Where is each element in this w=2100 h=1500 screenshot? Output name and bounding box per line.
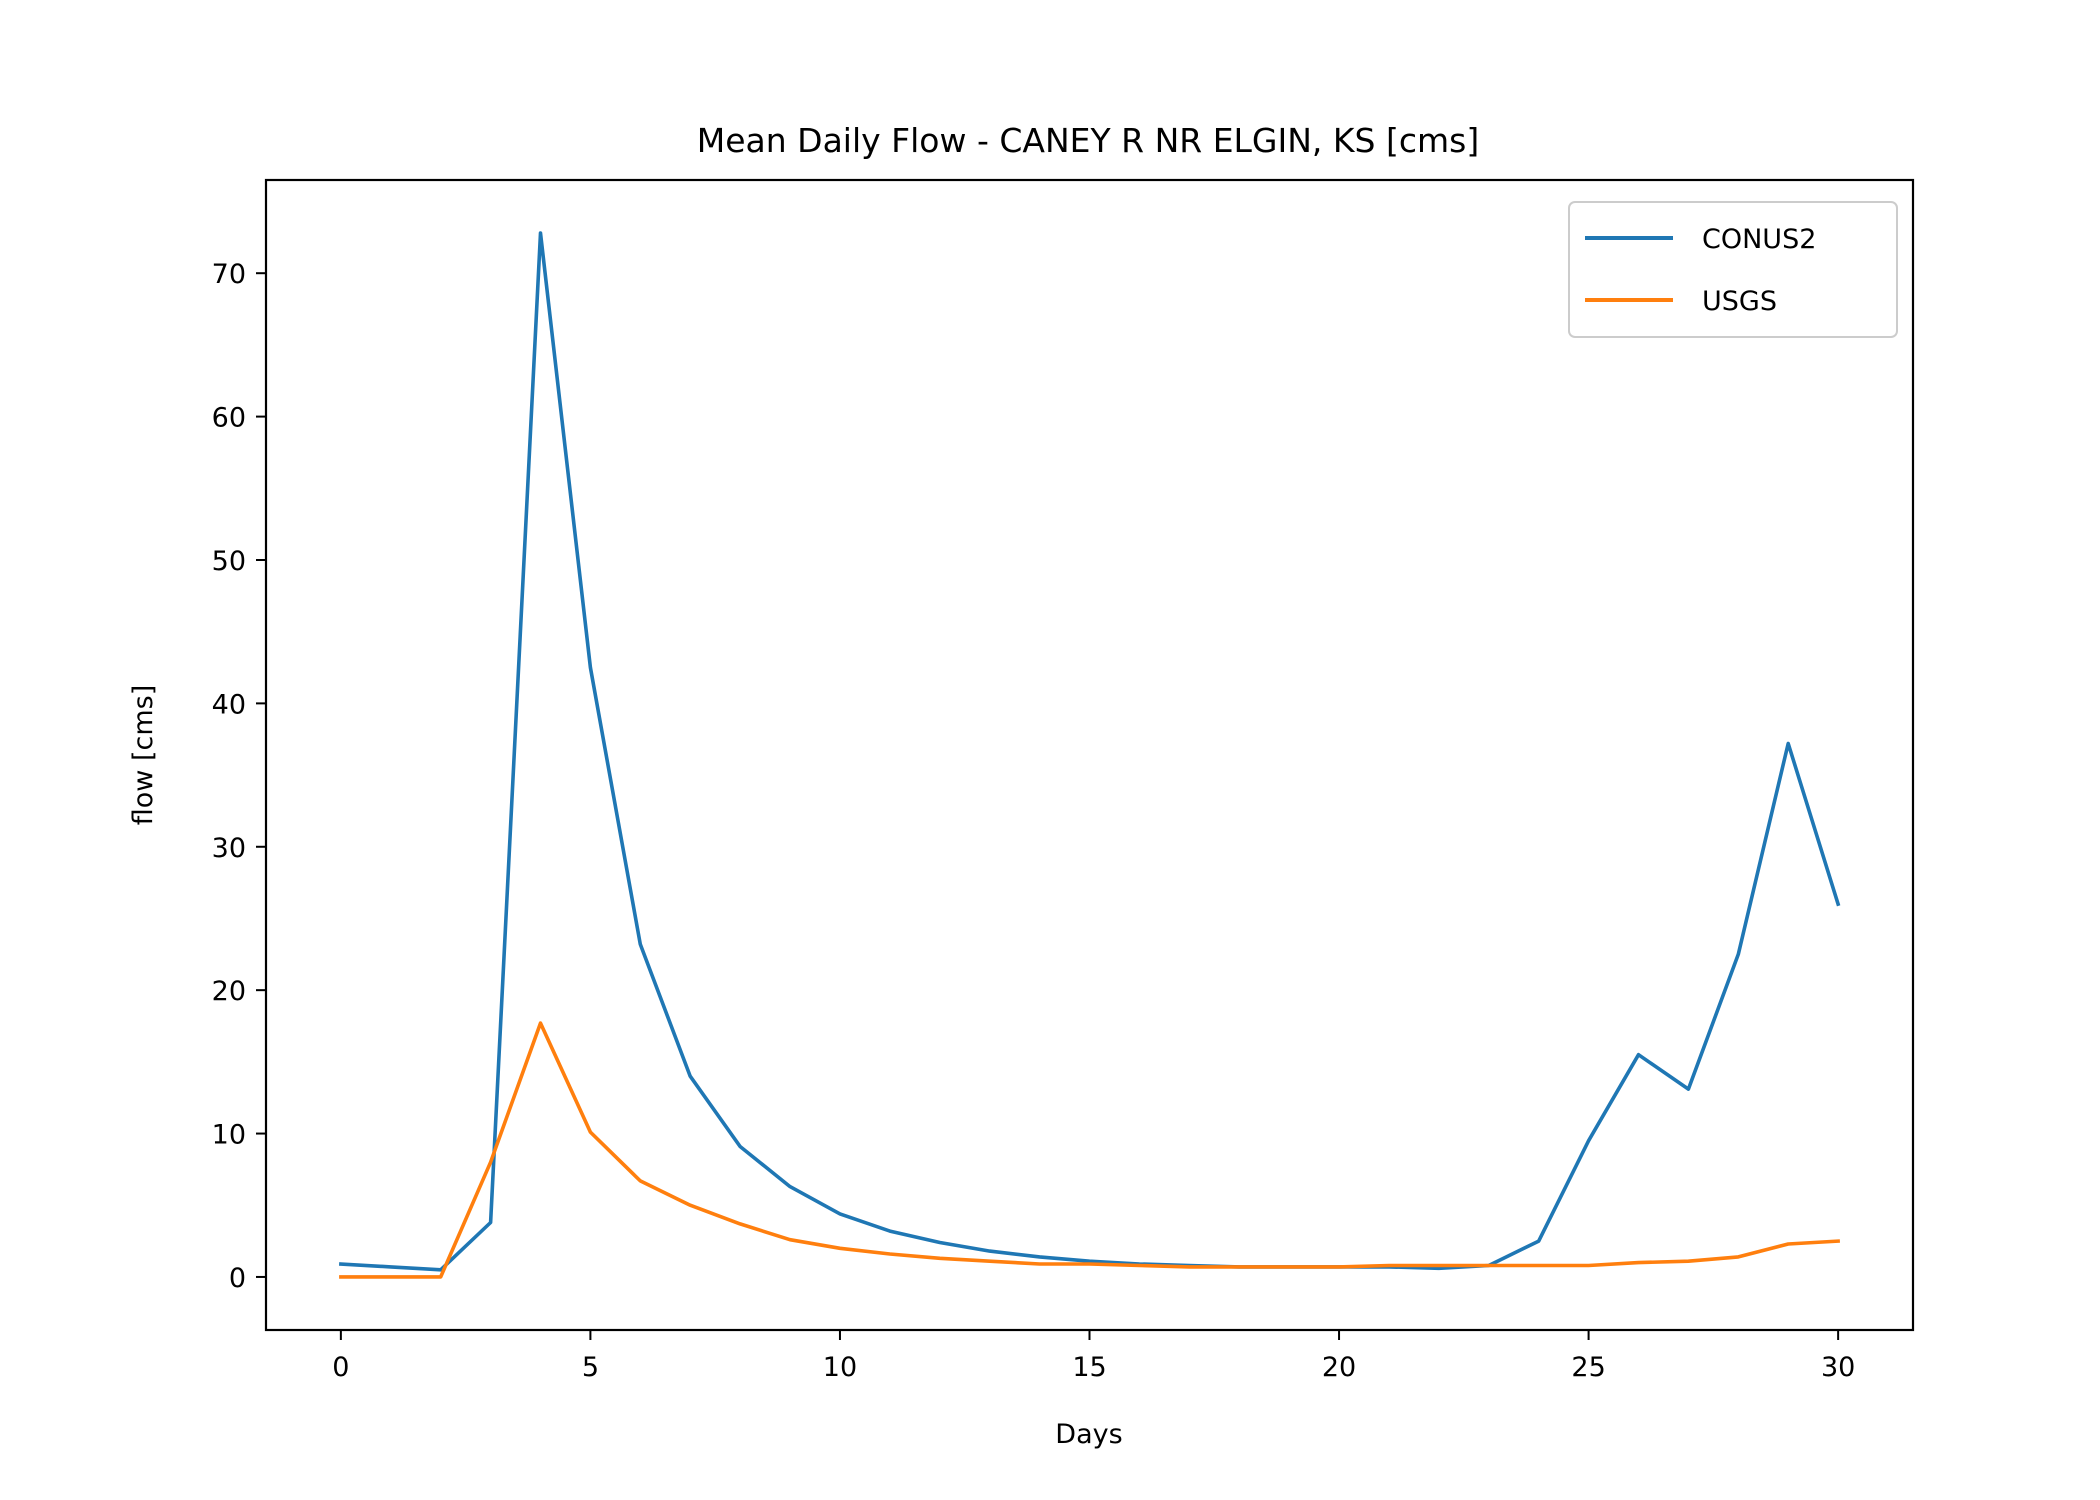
y-axis-label: flow [cms] bbox=[128, 685, 159, 825]
legend-label: USGS bbox=[1702, 286, 1777, 317]
y-tick-label: 0 bbox=[229, 1263, 246, 1294]
chart-title: Mean Daily Flow - CANEY R NR ELGIN, KS [… bbox=[697, 121, 1479, 160]
y-tick-label: 70 bbox=[212, 259, 246, 290]
series-group bbox=[338, 231, 1841, 1279]
legend-box bbox=[1568, 201, 1898, 338]
y-axis: 0 10 20 30 40 50 60 70 bbox=[212, 259, 266, 1294]
x-tick-label: 10 bbox=[823, 1352, 857, 1383]
x-tick-label: 25 bbox=[1571, 1352, 1605, 1383]
y-tick-label: 30 bbox=[212, 833, 246, 864]
y-tick-label: 60 bbox=[212, 403, 246, 434]
x-axis-label: Days bbox=[1055, 1419, 1122, 1450]
series-line-usgs bbox=[339, 1021, 1841, 1279]
legend: CONUS2 USGS bbox=[1568, 201, 1898, 338]
legend-label: CONUS2 bbox=[1702, 224, 1816, 255]
y-tick-label: 40 bbox=[212, 689, 246, 720]
y-tick-label: 50 bbox=[212, 546, 246, 577]
x-tick-label: 5 bbox=[582, 1352, 599, 1383]
x-tick-label: 30 bbox=[1821, 1352, 1855, 1383]
x-axis: 0 5 10 15 20 25 30 bbox=[332, 1330, 1855, 1383]
y-tick-label: 20 bbox=[212, 976, 246, 1007]
series-line-conus2 bbox=[338, 231, 1841, 1272]
y-tick-label: 10 bbox=[212, 1120, 246, 1151]
x-tick-label: 20 bbox=[1322, 1352, 1356, 1383]
x-tick-label: 0 bbox=[332, 1352, 349, 1383]
x-tick-label: 15 bbox=[1072, 1352, 1106, 1383]
